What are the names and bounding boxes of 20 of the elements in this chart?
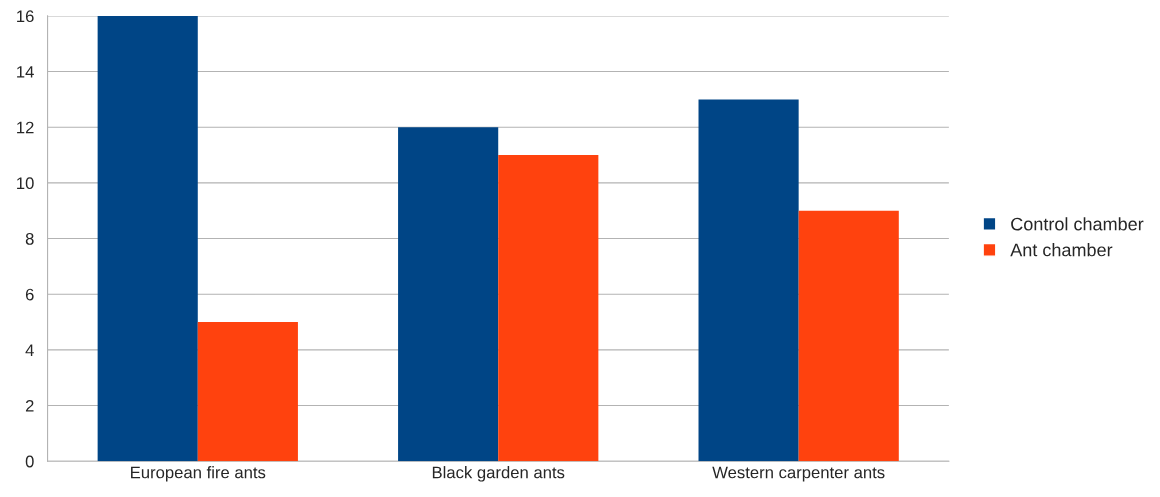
y-tick-label: 8 — [25, 232, 34, 245]
bar — [698, 99, 799, 462]
y-tick-label: 16 — [17, 10, 34, 23]
y-tick-label: 12 — [17, 121, 34, 134]
y-tick-label: 0 — [25, 455, 34, 468]
legend-label: Ant chamber — [1010, 243, 1113, 257]
x-tick-label: Black garden ants — [432, 466, 565, 482]
y-tick-label: 2 — [25, 399, 34, 412]
y-tick-label: 6 — [25, 288, 34, 301]
x-tick-label: European fire ants — [131, 466, 266, 482]
x-tick-label: Western carpenter ants — [712, 466, 885, 482]
bar — [97, 15, 198, 462]
y-tick-label: 10 — [17, 177, 34, 190]
y-tick-label: 14 — [17, 66, 34, 78]
bar — [498, 155, 599, 462]
legend-label: Control chamber — [1011, 217, 1144, 231]
y-tick-label: 4 — [25, 344, 34, 356]
bar — [197, 322, 298, 462]
bar — [398, 127, 499, 462]
bar — [798, 210, 899, 462]
